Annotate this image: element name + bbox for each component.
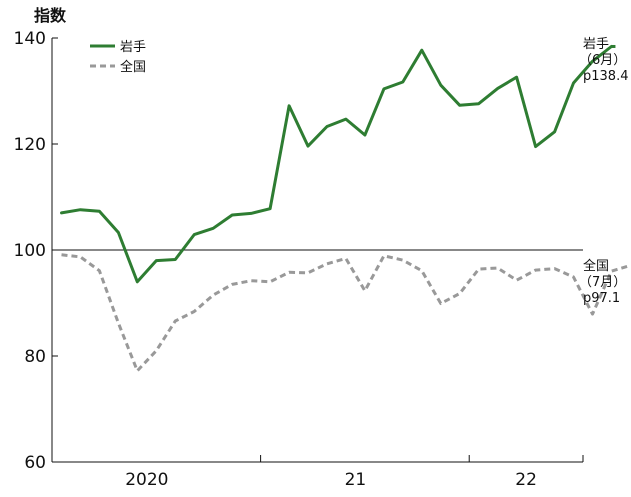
x-tick-label: 21	[345, 470, 367, 490]
end-label-line: p97.1	[583, 291, 620, 306]
end-label-line: （7月）	[579, 275, 626, 290]
y-tick-label: 120	[14, 135, 46, 155]
end-labels: 岩手（6月）p138.4 全国（7月）p97.1	[579, 37, 628, 306]
end-label-line: 全国	[583, 258, 609, 274]
x-tick-label: 22	[515, 470, 537, 490]
end-label-line: p138.4	[583, 69, 628, 84]
axes: 60 80 100 120 140 2020 21 22	[14, 29, 584, 490]
y-tick-label: 80	[24, 347, 46, 367]
y-tick-label: 100	[14, 241, 46, 261]
y-tick-label: 140	[14, 29, 46, 49]
end-label-line: 岩手	[583, 37, 609, 52]
legend-label: 岩手	[120, 40, 146, 55]
x-tick-label: 2020	[125, 470, 168, 490]
series-line-national	[61, 253, 631, 373]
series-line-iwate	[60, 45, 613, 284]
y-tick-label: 60	[24, 453, 46, 473]
end-label-line: （6月）	[579, 53, 626, 68]
series-layer	[60, 45, 631, 373]
y-axis-label: 指数	[34, 6, 67, 25]
legend-label: 全国	[120, 59, 146, 75]
